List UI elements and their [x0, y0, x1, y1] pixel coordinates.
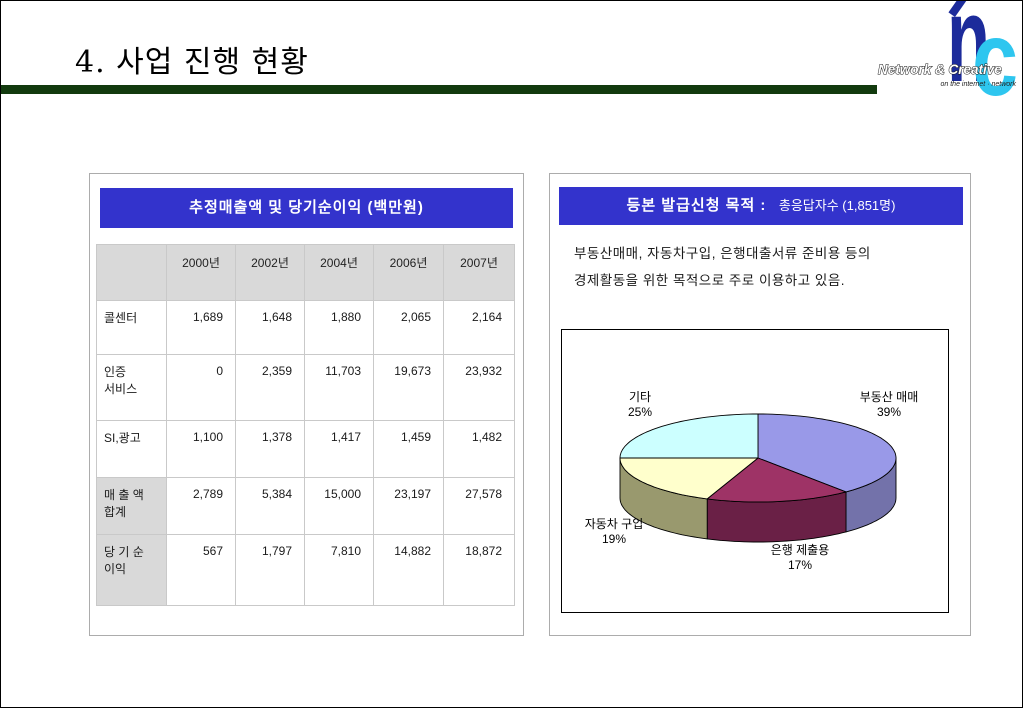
logo-letter-n: n	[947, 1, 990, 105]
value-cell: 1,459	[373, 420, 444, 478]
survey-description-line: 경제활동을 위한 목적으로 주로 이용하고 있음.	[574, 273, 845, 288]
value-cell: 1,378	[235, 420, 305, 478]
revenue-panel: 추정매출액 및 당기순이익 (백만원) 2000년 2002년 2004년 2006년…	[89, 173, 524, 636]
revenue-table-head-row: 2000년 2002년 2004년 2006년 2007년	[96, 244, 515, 301]
column-header	[96, 244, 167, 301]
pie-chart-frame: 부동산 매매 39% 은행 제출용 17% 자동차 구입 19% 기타 25%	[561, 329, 949, 613]
value-cell: 2,789	[166, 477, 236, 535]
row-label-cell: 콜센터	[96, 300, 167, 355]
value-cell: 23,197	[373, 477, 444, 535]
value-cell: 14,882	[373, 534, 444, 606]
pie-label-text: 자동차 구입	[584, 517, 644, 531]
pie-label-text: 부동산 매매	[859, 390, 919, 404]
value-cell: 1,482	[443, 420, 515, 478]
pie-label-percent: 19%	[601, 532, 627, 546]
table-row: 매 출 액 합계 2,789 5,384 15,000 23,197 27,578	[96, 477, 515, 535]
revenue-panel-title: 추정매출액 및 당기순이익 (백만원)	[189, 199, 424, 216]
pie-label-percent: 17%	[787, 558, 813, 572]
pie-3d-svg	[619, 413, 897, 543]
value-cell: 23,932	[443, 354, 515, 421]
pie-slice-3	[619, 413, 759, 459]
pie-label-text: 은행 제출용	[770, 543, 830, 557]
survey-description: 부동산매매, 자동차구입, 은행대출서류 준비용 등의 경제활동을 위한 목적으…	[574, 240, 871, 294]
column-header: 2002년	[235, 244, 305, 301]
pie-label-bank: 은행 제출용 17%	[738, 543, 862, 573]
value-cell: 1,417	[304, 420, 374, 478]
column-header: 2007년	[443, 244, 515, 301]
pie-slice-0	[757, 413, 897, 493]
value-cell: 1,689	[166, 300, 236, 355]
column-header: 2000년	[166, 244, 236, 301]
value-cell: 2,065	[373, 300, 444, 355]
pie-slice-2	[619, 457, 759, 500]
column-header: 2006년	[373, 244, 444, 301]
logo-graphic: n c Network & Creative on the internet ·…	[878, 1, 1018, 118]
row-label-cell: SI,광고	[96, 420, 167, 478]
value-cell: 19,673	[373, 354, 444, 421]
pie-label-text: 기타	[628, 390, 652, 404]
survey-description-line: 부동산매매, 자동차구입, 은행대출서류 준비용 등의	[574, 246, 871, 261]
column-header: 2004년	[304, 244, 374, 301]
logo-tagline: on the internet · network	[941, 81, 1017, 88]
table-row: SI,광고 1,100 1,378 1,417 1,459 1,482	[96, 420, 515, 478]
survey-panel-title: 등본 발급신청 목적 :	[626, 197, 767, 214]
value-cell: 2,164	[443, 300, 515, 355]
pie-slice-1	[706, 457, 847, 503]
row-label-cell: 당 기 순 이익	[96, 534, 167, 606]
value-cell: 5,384	[235, 477, 305, 535]
value-cell: 567	[166, 534, 236, 606]
table-row: 콜센터 1,689 1,648 1,880 2,065 2,164	[96, 300, 515, 355]
value-cell: 27,578	[443, 477, 515, 535]
pie-label-other: 기타 25%	[578, 390, 702, 420]
value-cell: 1,100	[166, 420, 236, 478]
value-cell: 1,797	[235, 534, 305, 606]
revenue-table: 2000년 2002년 2004년 2006년 2007년 콜센터 1,689 1,648 1…	[96, 244, 515, 606]
value-cell: 7,810	[304, 534, 374, 606]
table-row: 당 기 순 이익 567 1,797 7,810 14,882 18,872	[96, 534, 515, 606]
row-label-cell: 인증 서비스	[96, 354, 167, 421]
value-cell: 0	[166, 354, 236, 421]
value-cell: 1,648	[235, 300, 305, 355]
logo-name: Network & Creative	[878, 62, 1002, 77]
value-cell: 1,880	[304, 300, 374, 355]
revenue-table-body: 콜센터 1,689 1,648 1,880 2,065 2,164 인증 서비스 0 2,359…	[96, 300, 515, 606]
survey-panel-header: 등본 발급신청 목적 : 총응답자수 (1,851명)	[559, 187, 963, 225]
revenue-panel-header: 추정매출액 및 당기순이익 (백만원)	[100, 188, 513, 228]
pie-label-car: 자동차 구입 19%	[562, 517, 666, 547]
value-cell: 18,872	[443, 534, 515, 606]
survey-panel: 등본 발급신청 목적 : 총응답자수 (1,851명) 부동산매매, 자동차구입…	[549, 173, 971, 636]
logo-letter-c: c	[972, 1, 1018, 105]
pie-label-real-estate: 부동산 매매 39%	[828, 390, 950, 420]
value-cell: 11,703	[304, 354, 374, 421]
survey-respondent-count: 총응답자수 (1,851명)	[778, 198, 896, 213]
value-cell: 2,359	[235, 354, 305, 421]
title-underline	[1, 85, 877, 94]
pie-label-percent: 39%	[876, 405, 902, 419]
value-cell: 15,000	[304, 477, 374, 535]
row-label-cell: 매 출 액 합계	[96, 477, 167, 535]
company-logo: n c Network & Creative on the internet ·…	[858, 1, 1022, 118]
pie-label-percent: 25%	[627, 405, 653, 419]
table-row: 인증 서비스 0 2,359 11,703 19,673 23,932	[96, 354, 515, 421]
page-title: 4. 사업 진행 현황	[75, 45, 309, 80]
logo-accent-mark	[948, 1, 969, 18]
